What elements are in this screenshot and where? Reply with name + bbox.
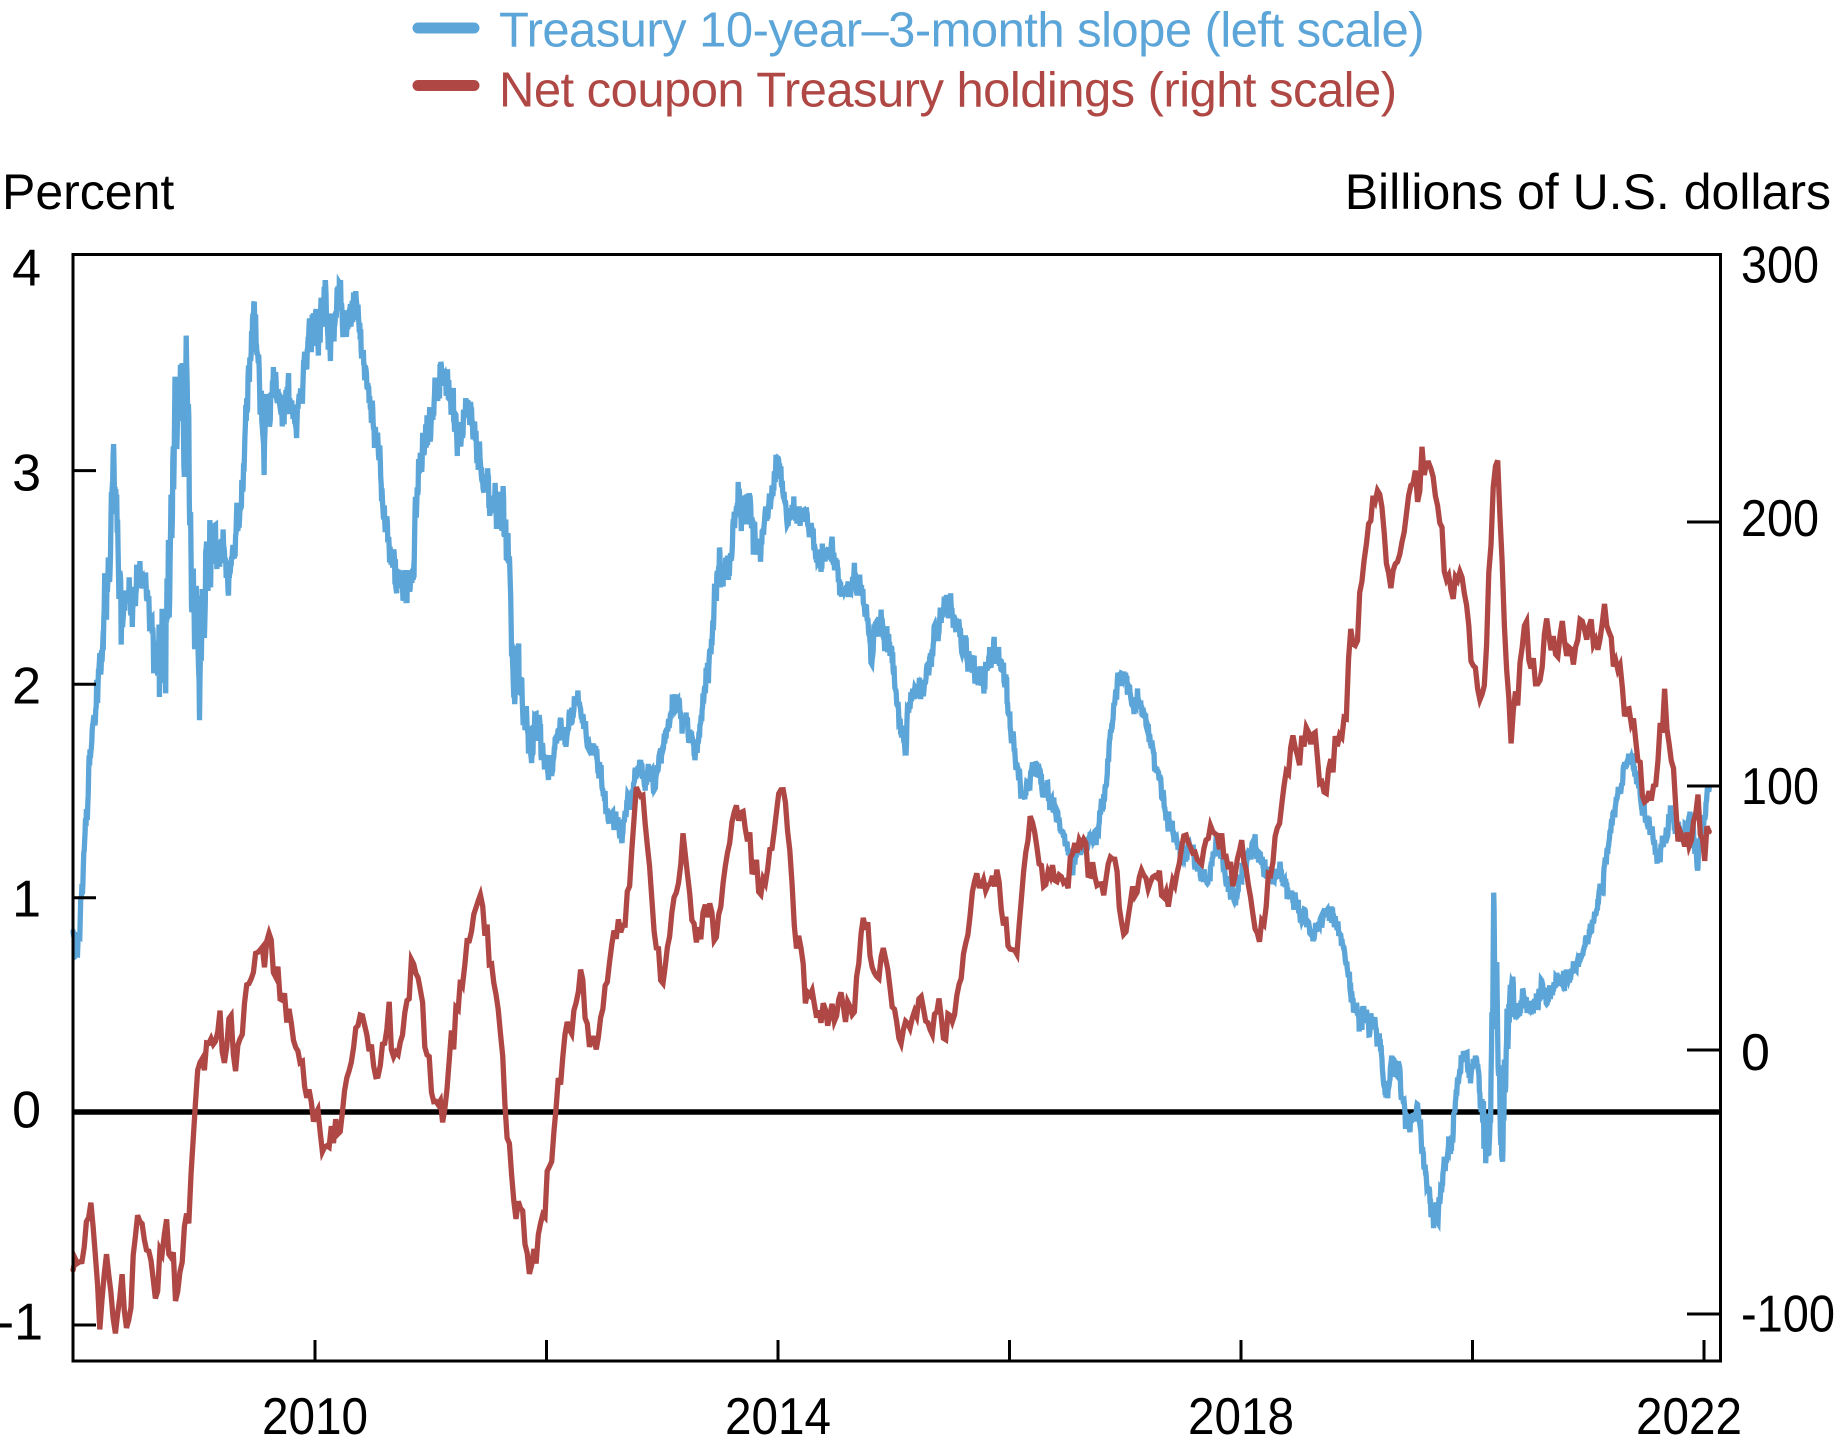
svg-text:2: 2 bbox=[12, 658, 41, 716]
svg-text:2018: 2018 bbox=[1188, 1388, 1294, 1446]
svg-text:2010: 2010 bbox=[262, 1388, 368, 1446]
svg-text:0: 0 bbox=[1741, 1024, 1770, 1082]
svg-text:-1: -1 bbox=[0, 1294, 43, 1352]
svg-text:0: 0 bbox=[12, 1082, 41, 1140]
svg-text:Treasury 10-year–3-month slope: Treasury 10-year–3-month slope (left sca… bbox=[499, 4, 1424, 58]
svg-text:-100: -100 bbox=[1741, 1286, 1835, 1344]
svg-text:2014: 2014 bbox=[725, 1388, 831, 1446]
svg-text:300: 300 bbox=[1741, 237, 1819, 295]
svg-text:4: 4 bbox=[12, 240, 41, 298]
svg-text:1: 1 bbox=[12, 871, 41, 929]
svg-text:200: 200 bbox=[1741, 490, 1819, 548]
svg-text:2022: 2022 bbox=[1636, 1388, 1742, 1446]
svg-text:Billions of U.S. dollars: Billions of U.S. dollars bbox=[1345, 164, 1831, 220]
svg-text:Percent: Percent bbox=[2, 164, 174, 220]
svg-text:Net coupon Treasury holdings (: Net coupon Treasury holdings (right scal… bbox=[499, 64, 1396, 118]
svg-text:3: 3 bbox=[12, 445, 41, 503]
svg-text:100: 100 bbox=[1741, 758, 1819, 816]
